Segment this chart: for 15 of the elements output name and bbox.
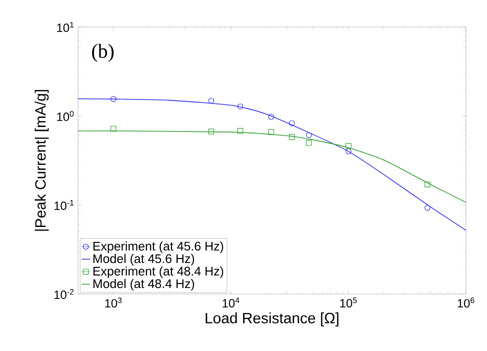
- x-tick-label: 10$^{4}$: [222, 298, 240, 308]
- annotation: (b): [92, 44, 114, 62]
- x-tick-label: 10$^{5}$: [340, 298, 357, 308]
- x-axis-title: Load Resistance [Ω]: [206, 312, 338, 326]
- y-tick-label: 10$^{-1}$: [54, 200, 74, 210]
- y-axis-title: |Peak Current| [mA/g]: [34, 90, 49, 231]
- legend-label: Model (at 48.4 Hz): [93, 278, 194, 291]
- legend-label: Model (at 45.6 Hz): [93, 254, 194, 266]
- y-tick-label: 10$^{0}$: [57, 110, 74, 122]
- x-tick-label: 10$^{6}$: [458, 298, 474, 308]
- y-tick-label: 10$^{1}$: [57, 22, 74, 32]
- x-tick-label: 10$^{3}$: [105, 298, 122, 308]
- y-tick-label: 10$^{-2}$: [54, 288, 74, 300]
- legend-label: Experiment (at 45.6 Hz): [93, 241, 224, 254]
- legend-label: Experiment (at 48.4 Hz): [93, 266, 224, 278]
